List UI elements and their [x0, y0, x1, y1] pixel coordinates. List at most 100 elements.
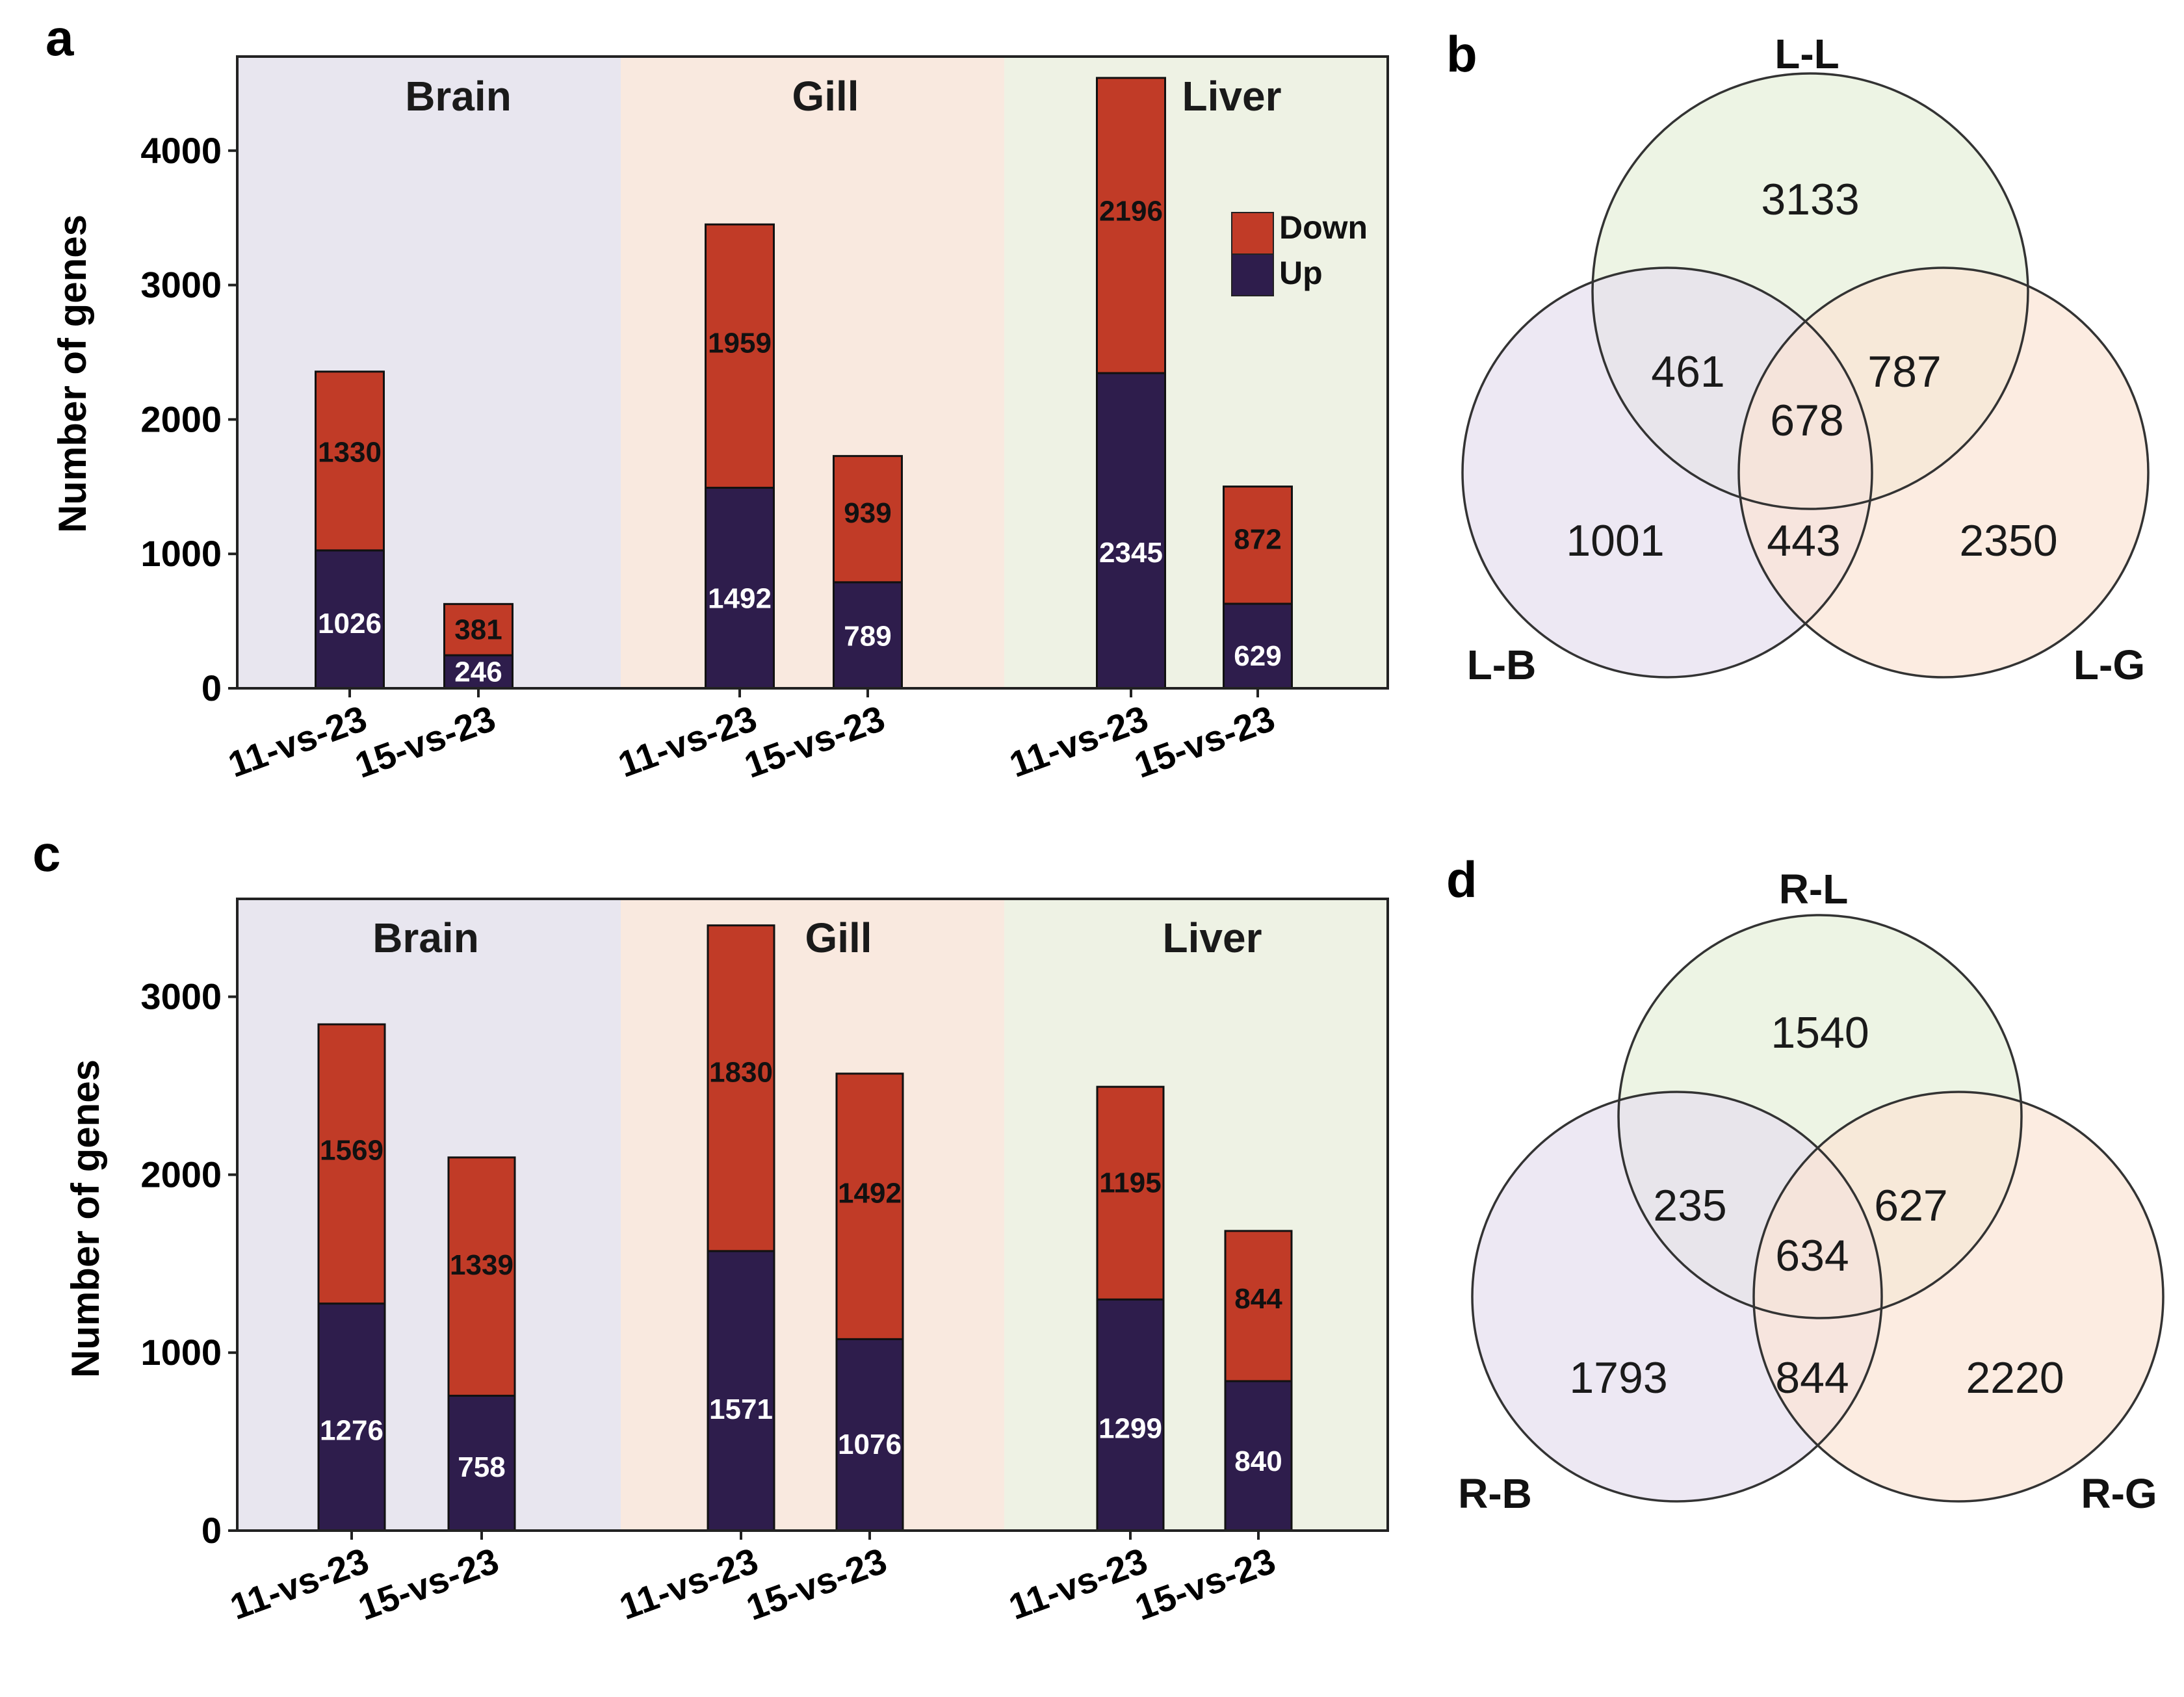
chart-a-bar-up	[1096, 372, 1166, 690]
chart-a-bar-label-up: 629	[1234, 640, 1281, 672]
legend-swatch-up	[1231, 253, 1274, 296]
venn-d-outline-right	[1752, 1091, 2164, 1503]
chart-c-frame	[236, 898, 1389, 1532]
chart-c-y-tick-label: 2000	[140, 1154, 222, 1195]
panel-letter-d: d	[1446, 851, 1477, 908]
chart-c-bar-label-down: 1195	[1099, 1167, 1161, 1198]
chart-c-bar-down	[447, 1156, 516, 1397]
chart-c-x-tick-label: 11-vs-23	[1004, 1540, 1152, 1627]
chart-c-y-tick-label: 0	[202, 1510, 222, 1551]
chart-a-bar-down	[315, 370, 385, 552]
venn-b-circle-right	[1739, 268, 2148, 677]
venn-d-set-label-right: R-G	[2081, 1470, 2157, 1517]
chart-a-y-tick-label: 1000	[140, 533, 222, 574]
venn-d: R-L R-B R-G 1540 235 627 634 1793 844 22…	[1458, 866, 2164, 1517]
chart-a-bar-label-up: 2345	[1099, 537, 1163, 569]
chart-c-x-tick-label: 15-vs-23	[353, 1540, 504, 1628]
chart-a-bar-down	[1096, 77, 1166, 374]
venn-b-count-right-only: 2350	[1959, 516, 2057, 565]
chart-a-bar-label-down: 381	[454, 614, 502, 646]
chart-c-y-tick-label: 1000	[140, 1332, 222, 1373]
chart-c-bar-down	[835, 1072, 904, 1340]
chart-c-bg-gill	[621, 899, 1004, 1531]
legend-label-down: Down	[1279, 209, 1368, 246]
chart-a-bar-label-down: 939	[844, 497, 891, 529]
chart-c-bar-up	[1224, 1380, 1293, 1532]
venn-d-count-top-only: 1540	[1771, 1008, 1869, 1057]
venn-d-circle-left	[1472, 1092, 1882, 1501]
chart-a-bar-label-up: 789	[844, 621, 891, 653]
venn-d-circle-right	[1754, 1092, 2163, 1501]
chart-c-bar-down	[707, 924, 775, 1252]
chart-c-bar-up	[707, 1250, 775, 1532]
chart-a-legend: Down Up	[1231, 209, 1368, 296]
chart-a-x-tick-label: 11-vs-23	[223, 697, 372, 785]
chart-c-bar-label-down: 1830	[709, 1056, 773, 1088]
chart-c: Brain Gill Liver 0 1000 2000 3000 1276 1569 7…	[64, 898, 1389, 1628]
chart-a-bar-down	[833, 455, 903, 584]
venn-b-set-label-left: L-B	[1467, 641, 1537, 688]
chart-c-x-tick-label: 11-vs-23	[614, 1540, 763, 1627]
venn-d-count-all: 634	[1775, 1231, 1849, 1280]
chart-c-bar-label-up: 1076	[838, 1429, 902, 1460]
chart-a-x-tick-label: 11-vs-23	[613, 697, 762, 785]
chart-c-bar-label-up: 1571	[709, 1393, 773, 1425]
chart-a-x-tick-label: 15-vs-23	[739, 697, 890, 786]
chart-a-group-label-liver: Liver	[1182, 73, 1282, 120]
venn-d-outline-left	[1471, 1091, 1883, 1503]
chart-a-bar-label-up: 246	[454, 656, 502, 688]
venn-b: L-L L-B L-G 3133 461 787 678 1001 443 23…	[1461, 31, 2150, 688]
legend-swatch-down	[1231, 212, 1274, 255]
venn-b-outline-top	[1591, 72, 2029, 510]
chart-c-bar-down	[317, 1023, 386, 1305]
chart-a-bar-down	[443, 602, 514, 656]
chart-a-bar-up	[315, 549, 385, 690]
chart-a-bar-label-up: 1492	[708, 583, 772, 615]
chart-c-y-ticks: 0 1000 2000 3000	[140, 976, 237, 1551]
chart-c-x-tick-label: 15-vs-23	[741, 1540, 892, 1628]
chart-c-group-label-brain: Brain	[372, 914, 479, 961]
chart-a-bar-up	[443, 654, 514, 690]
chart-c-bar-label-up: 840	[1234, 1445, 1282, 1477]
chart-a-bar-label-down: 2196	[1099, 195, 1163, 227]
chart-a-bg-gill	[621, 57, 1004, 688]
chart-a-bar-up	[1223, 602, 1293, 690]
chart-c-bar-label-down: 1339	[450, 1249, 514, 1281]
chart-a-bar-label-down: 872	[1234, 524, 1281, 556]
venn-b-count-left-only: 1001	[1566, 516, 1664, 565]
venn-d-outline-top	[1617, 914, 2023, 1319]
chart-c-bar-label-down: 844	[1234, 1283, 1282, 1315]
venn-d-count-top-left: 235	[1653, 1181, 1726, 1230]
chart-a-bar-label-down: 1959	[708, 328, 772, 359]
chart-a-bar-up	[705, 486, 775, 690]
venn-d-count-top-right: 627	[1874, 1181, 1947, 1230]
venn-b-outline-right	[1737, 266, 2150, 679]
chart-c-y-axis-label: Number of genes	[64, 1059, 107, 1378]
chart-c-bg-brain	[237, 899, 621, 1531]
chart-c-group-label-gill: Gill	[805, 914, 872, 961]
venn-d-set-label-top: R-L	[1779, 866, 1849, 913]
chart-c-bar-label-down: 1492	[838, 1178, 902, 1210]
venn-b-count-top-only: 3133	[1761, 175, 1859, 224]
venn-b-set-label-top: L-L	[1774, 31, 1840, 77]
chart-c-bar-label-up: 758	[458, 1451, 505, 1483]
chart-a-y-tick-label: 3000	[140, 265, 222, 305]
chart-a-bg-brain	[237, 57, 621, 688]
chart-c-bar-label-down: 1569	[320, 1134, 384, 1166]
chart-a-y-tick-label: 4000	[140, 130, 222, 171]
chart-c-y-tick-label: 3000	[140, 976, 222, 1017]
venn-b-count-top-right: 787	[1867, 347, 1941, 396]
venn-d-count-right-only: 2220	[1966, 1353, 2064, 1403]
chart-a-bar-down	[1223, 486, 1293, 605]
chart-a-y-tick-label: 2000	[140, 398, 222, 439]
chart-a-y-axis-label: Number of genes	[51, 214, 94, 533]
venn-d-count-left-right: 844	[1775, 1353, 1849, 1403]
chart-a-group-label-brain: Brain	[405, 73, 512, 120]
chart-a-bg-liver	[1004, 57, 1388, 688]
chart-a-bar-up	[833, 581, 903, 690]
chart-a-bars: 1026 1330 246 381 1492 1959 789 939 2345 2196 629 8…	[315, 77, 1293, 690]
